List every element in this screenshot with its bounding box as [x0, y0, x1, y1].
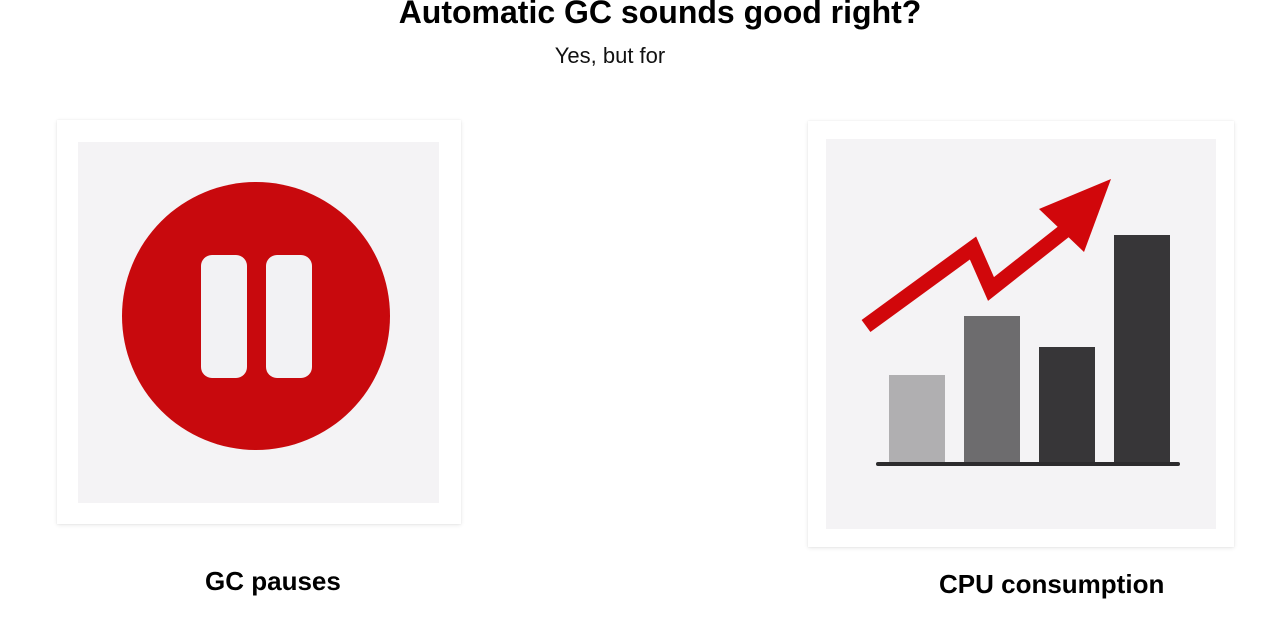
gc-pauses-card: [57, 120, 461, 524]
pause-bar-right: [266, 255, 312, 378]
pause-circle: [122, 182, 390, 450]
pause-icon: [122, 182, 390, 450]
cpu-consumption-caption: CPU consumption: [939, 569, 1165, 599]
trend-arrow-head: [1039, 179, 1111, 252]
cpu-consumption-card: [808, 121, 1234, 547]
slide-title: Automatic GC sounds good right?: [398, 0, 922, 30]
chart-bar-4: [1114, 235, 1170, 464]
slide-subtitle: Yes, but for: [554, 43, 666, 68]
rising-bar-chart-icon: [861, 179, 1180, 466]
trend-arrow-line: [861, 219, 1077, 333]
chart-bar-3: [1039, 347, 1095, 464]
chart-bar-2: [964, 316, 1020, 464]
gc-pauses-caption: GC pauses: [205, 566, 341, 596]
chart-bar-1: [889, 375, 945, 464]
pause-bar-left: [201, 255, 247, 378]
